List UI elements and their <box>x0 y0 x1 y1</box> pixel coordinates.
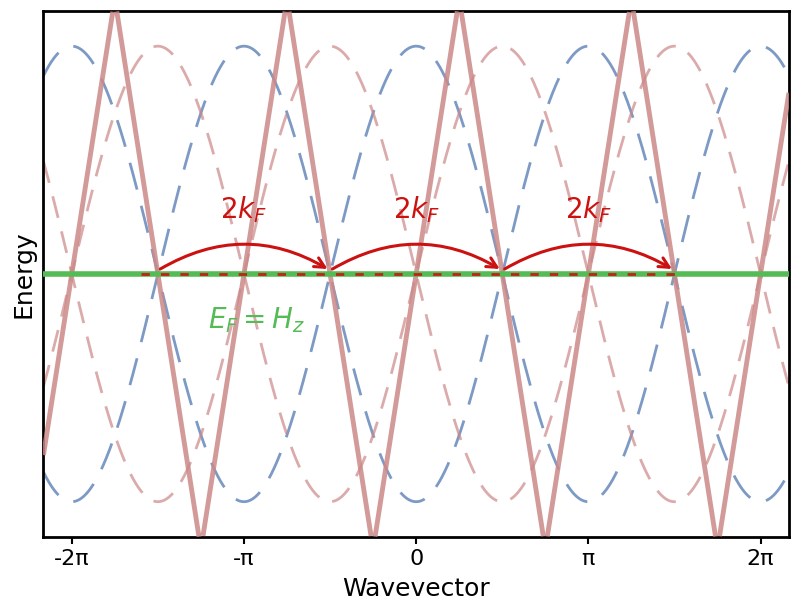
X-axis label: Wavevector: Wavevector <box>342 577 490 601</box>
Text: $2k_F$: $2k_F$ <box>220 194 267 225</box>
Text: $2k_F$: $2k_F$ <box>565 194 612 225</box>
Text: $2k_F$: $2k_F$ <box>393 194 440 225</box>
Text: $E_F = H_z$: $E_F = H_z$ <box>208 305 305 335</box>
Y-axis label: Energy: Energy <box>11 230 35 318</box>
